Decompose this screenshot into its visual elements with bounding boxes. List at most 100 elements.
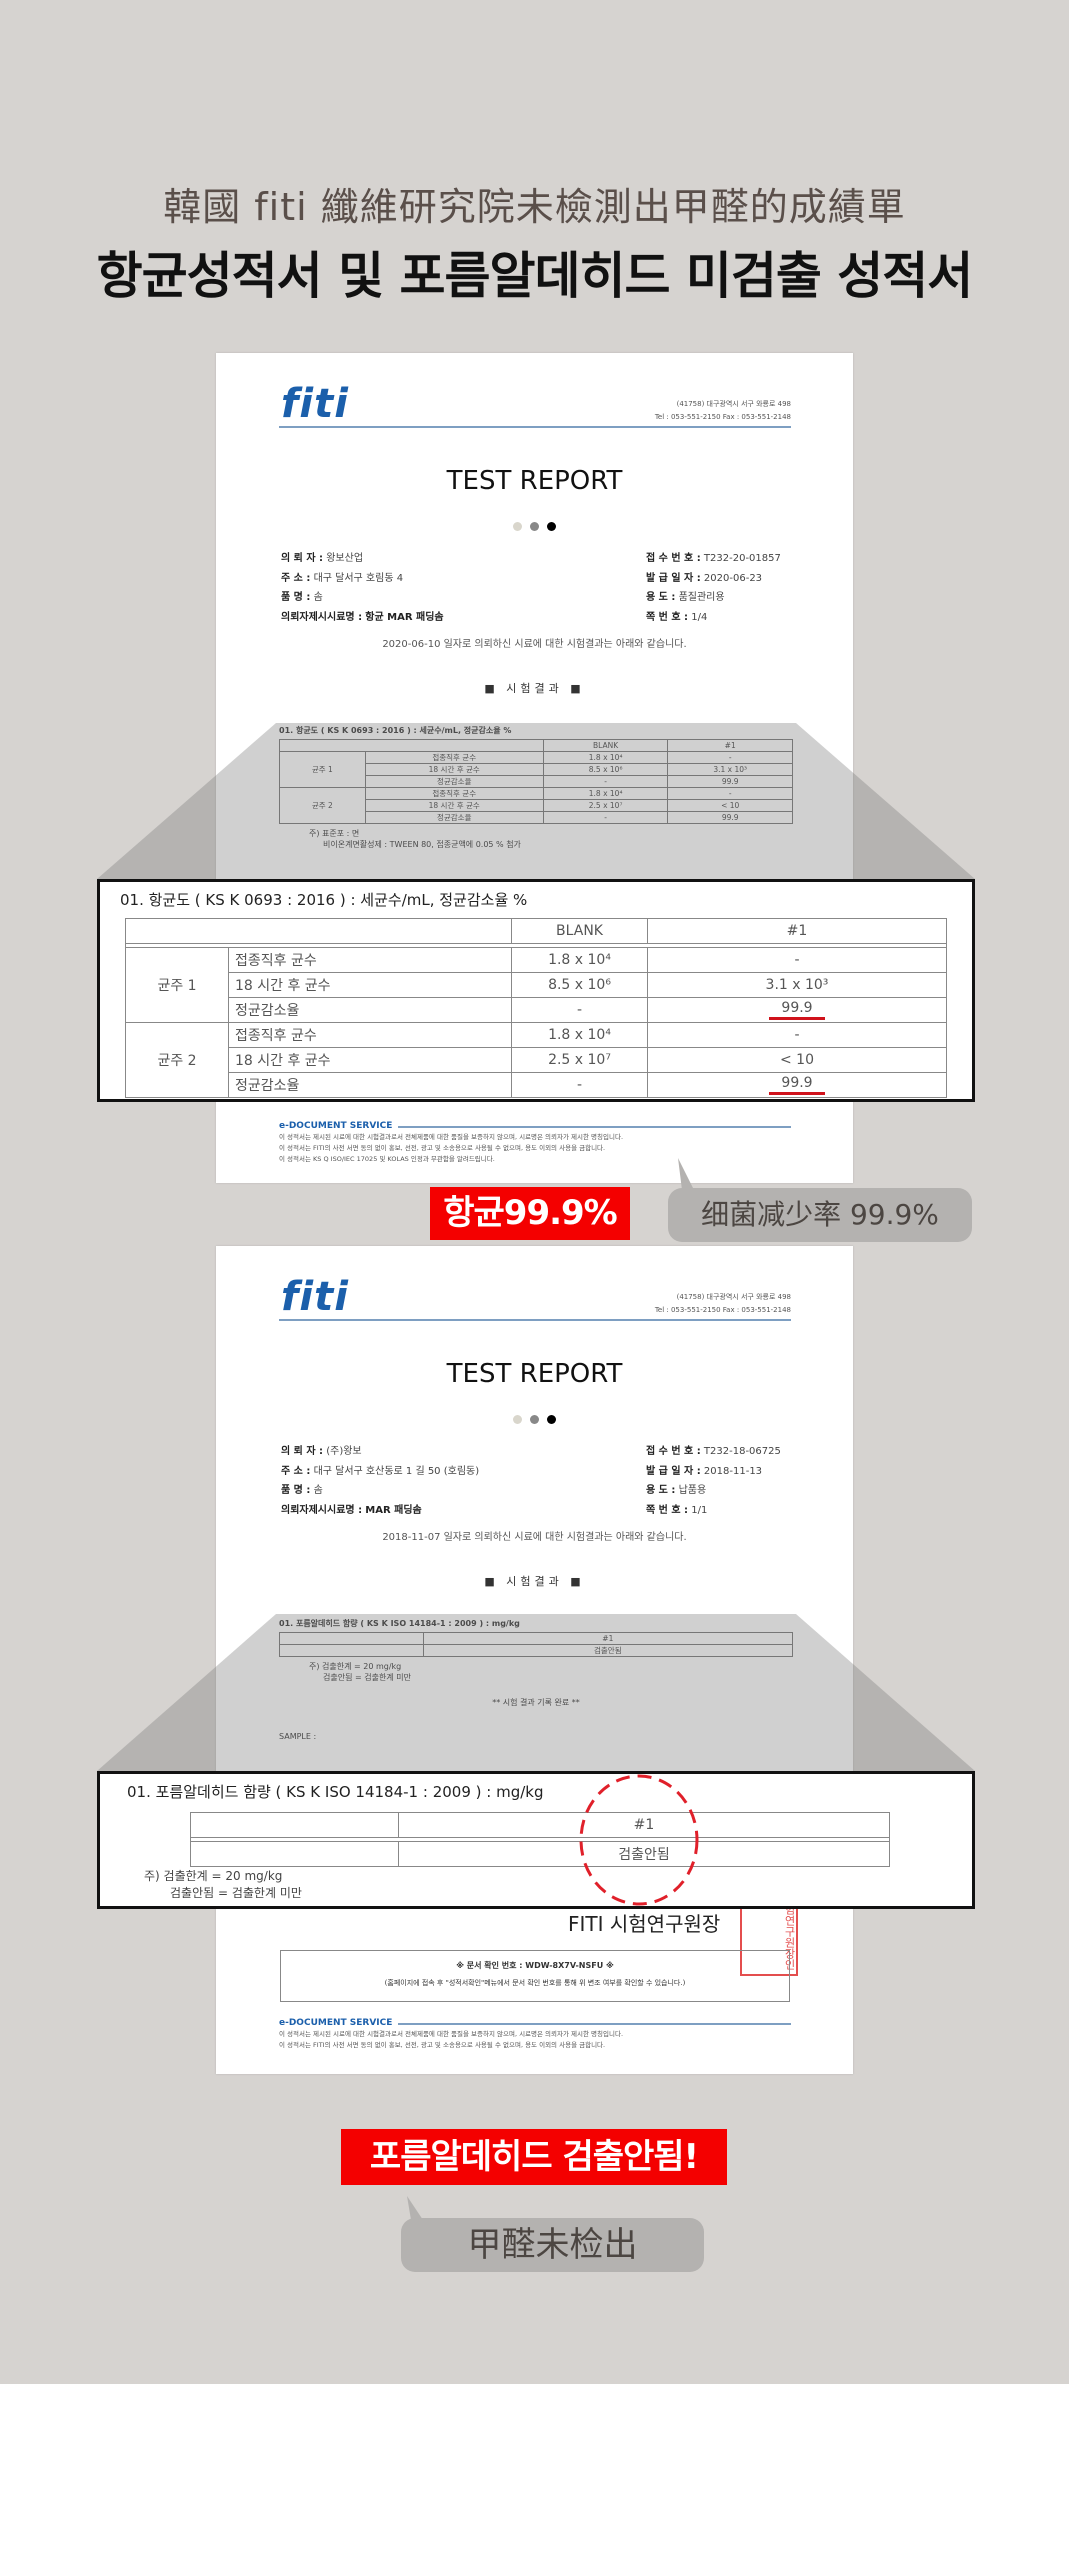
row-label: 18 시간 후 균수 [227, 972, 513, 998]
red-dashed-circle-highlight [579, 1774, 699, 1906]
table-notes: 주) 검출한계 = 20 mg/kg 검출안됨 = 검출한계 미만 [144, 1868, 302, 1902]
field-value: 품질관리용 [678, 592, 725, 603]
note: 주) 검출한계 = 20 mg/kg [309, 1661, 793, 1672]
dot-icon [513, 1415, 522, 1424]
fiti-logo: fiti [281, 381, 349, 427]
note: 주) 표준포 : 면 [309, 828, 793, 839]
field-value: 대구 달서구 호림동 4 [313, 572, 404, 584]
field-value: 2020-06-23 [703, 572, 763, 584]
end-of-results: ** 시험 결과 기록 완료 ** [279, 1697, 793, 1708]
cell: 99.9 [667, 811, 793, 824]
note: 주) 검출한계 = 20 mg/kg [144, 1869, 283, 1883]
report-info: 접 수 번 호 : T232-20-01857 발 급 일 자 : 2020-0… [646, 549, 781, 627]
cell: < 10 [647, 1047, 947, 1073]
dot-icon [547, 522, 556, 531]
cell: - [511, 997, 648, 1023]
sample-label: SAMPLE : [279, 1732, 793, 1741]
cell: - [511, 1072, 648, 1098]
decorative-dots [216, 1409, 853, 1428]
cell-highlight: 99.9 [647, 997, 947, 1023]
verify-note: (홈페이지에 접속 후 "성적서확인"메뉴에서 문서 확인 번호를 통해 위 변… [384, 1979, 686, 1987]
zoomed-antibacterial-table: 01. 항균도 ( KS K 0693 : 2016 ) : 세균수/mL, 정… [97, 879, 975, 1102]
field-label: 품 명 : [281, 592, 311, 603]
zoomed-formaldehyde-table: 01. 포름알데히드 함량 ( KS K ISO 14184-1 : 2009 … [97, 1771, 975, 1909]
field-value: 1/1 [691, 1504, 708, 1516]
cell: 1.8 x 10⁴ [511, 1022, 648, 1048]
contact-line: Tel : 053-551-2150 Fax : 053-551-2148 [654, 1306, 791, 1314]
field-label: 접 수 번 호 : [646, 553, 701, 564]
note: 검출안됨 = 검출한계 미만 [309, 1672, 793, 1683]
field-label: 주 소 : [281, 1465, 311, 1477]
row-label: 접종직후 균수 [227, 947, 513, 973]
group-label: 균주 1 [125, 947, 229, 1023]
cell: 검출안됨 [422, 1644, 794, 1657]
results-table-small: 01. 항균도 ( KS K 0693 : 2016 ) : 세균수/mL, 정… [279, 725, 793, 850]
note: 검출안됨 = 검출한계 미만 [170, 1886, 302, 1900]
col-header: #1 [398, 1812, 890, 1838]
underlined-value: 99.9 [769, 1000, 825, 1020]
title-chinese: 韓國 fiti 纖維研究院未檢測出甲醛的成績單 [163, 185, 906, 229]
field-value: 대구 달서구 호산동로 1 길 50 (호림동) [313, 1465, 480, 1477]
edocument-service: e-DOCUMENT SERVICE 이 성적서는 제시된 시료에 대한 시험결… [279, 2018, 791, 2051]
fiti-logo: fiti [281, 1274, 349, 1320]
dot-icon [513, 522, 522, 531]
header-divider [279, 1319, 791, 1321]
client-info: 의 뢰 자 : (주)왕보 주 소 : 대구 달서구 호산동로 1 길 50 (… [281, 1442, 479, 1520]
header-divider [279, 426, 791, 428]
edoc-line: 이 성적서는 KS Q ISO/IEC 17025 및 KOLAS 인정과 무관… [279, 1155, 495, 1163]
formaldehyde-pill: 甲醛未检出 [401, 2218, 704, 2272]
field-label: 접 수 번 호 : [646, 1446, 701, 1457]
table-heading: 01. 항균도 ( KS K 0693 : 2016 ) : 세균수/mL, 정… [279, 725, 793, 736]
field-label: 쪽 번 호 : [646, 1504, 689, 1516]
field-value: 왕보산업 [326, 553, 364, 564]
field-label: 발 급 일 자 : [646, 572, 701, 584]
field-label: 용 도 : [646, 592, 676, 603]
field-value: 납품용 [678, 1485, 707, 1496]
formaldehyde-not-detected-badge: 포름알데히드 검출안됨! [341, 2129, 727, 2185]
cell: 2.5 x 10⁷ [511, 1047, 648, 1073]
institute-address: (41758) 대구광역시 서구 와룡로 498 Tel : 053-551-21… [655, 1291, 791, 1317]
edoc-line: 이 성적서는 FITI의 사전 서면 동의 없이 홍보, 선전, 광고 및 소송… [279, 2041, 606, 2049]
field-label: 주 소 : [281, 572, 311, 584]
address-line: (41758) 대구광역시 서구 와룡로 498 [676, 400, 791, 408]
title-korean: 항균성적서 및 포름알데히드 미검출 성적서 [96, 247, 974, 305]
edoc-title: e-DOCUMENT SERVICE [279, 1121, 393, 1131]
contact-line: Tel : 053-551-2150 Fax : 053-551-2148 [654, 413, 791, 421]
table-notes: 주) 표준포 : 면비이온계면활성제 : TWEEN 80, 접종균액에 0.0… [309, 828, 793, 850]
cell: 1.8 x 10⁴ [511, 947, 648, 973]
field-label: 의 뢰 자 : [281, 553, 324, 564]
group-label: 균주 2 [125, 1022, 229, 1098]
institute-address: (41758) 대구광역시 서구 와룡로 498 Tel : 053-551-21… [655, 398, 791, 424]
cell-highlight: 99.9 [647, 1072, 947, 1098]
cell: - [647, 1022, 947, 1048]
field-value: 1/4 [691, 611, 708, 623]
field-label: 의뢰자제시시료명 : [281, 611, 363, 623]
field-value: (주)왕보 [326, 1446, 362, 1457]
dot-icon [530, 522, 539, 531]
row-label: 18 시간 후 균수 [227, 1047, 513, 1073]
row-label: 정균감소율 [364, 811, 544, 824]
verification-box: ※ 문서 확인 번호 : WDW-8X7V-NSFU ※ (홈페이지에 접속 후… [280, 1950, 790, 2002]
report-title: TEST REPORT [446, 466, 623, 496]
dot-icon [530, 1415, 539, 1424]
field-value: 솜 [313, 592, 323, 603]
antibacterial-badge: 항균99.9% [430, 1187, 630, 1240]
cell: 3.1 x 10³ [647, 972, 947, 998]
bacteria-reduction-pill: 细菌减少率 99.9% [668, 1188, 972, 1242]
report-info: 접 수 번 호 : T232-18-06725 발 급 일 자 : 2018-1… [646, 1442, 781, 1520]
edocument-service: e-DOCUMENT SERVICE 이 성적서는 제시된 시료에 대한 시험결… [279, 1121, 791, 1165]
cell: 8.5 x 10⁶ [511, 972, 648, 998]
table-heading: 01. 포름알데히드 함량 ( KS K ISO 14184-1 : 2009 … [127, 1783, 544, 1801]
test-report-formaldehyde: fiti (41758) 대구광역시 서구 와룡로 498 Tel : 053-5… [216, 1246, 853, 2074]
field-value: T232-18-06725 [703, 1446, 781, 1457]
signature: FITI 시험연구원장 [568, 1912, 721, 1936]
decorative-dots [216, 516, 853, 535]
field-label: 품 명 : [281, 1485, 311, 1496]
field-label: 쪽 번 호 : [646, 611, 689, 623]
underlined-value: 99.9 [769, 1075, 825, 1095]
table-heading: 01. 포름알데히드 함량 ( KS K ISO 14184-1 : 2009 … [279, 1618, 793, 1629]
statement: 2018-11-07 일자로 의뢰하신 시료에 대한 시험결과는 아래와 같습니… [382, 1532, 687, 1543]
edoc-line: 이 성적서는 제시된 시료에 대한 시험결과로서 전체제품에 대한 품질을 보증… [279, 2030, 624, 2038]
field-value: 솜 [313, 1485, 323, 1496]
